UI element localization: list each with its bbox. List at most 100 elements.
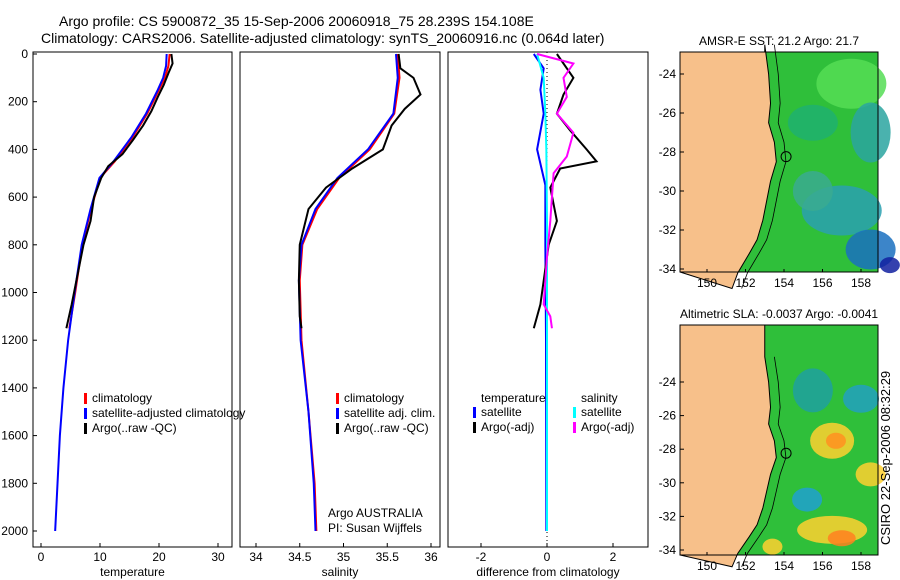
- legend-entry: climatology: [92, 391, 152, 405]
- series-line-temperature-argo-adj-: [532, 53, 599, 329]
- panel-frame: [447, 51, 649, 548]
- map-y-tick-label: -26: [659, 106, 677, 120]
- series-line-argo-raw-qc-: [297, 53, 422, 329]
- field-blob: [792, 487, 823, 512]
- legend-swatch: [336, 408, 339, 419]
- annotation-line-2: PI: Susan Wijffels: [328, 521, 422, 535]
- field-blob: [816, 58, 887, 109]
- profile-panel-0: 0 10 20 30 temperature: [32, 51, 233, 579]
- map-frame: [679, 51, 879, 273]
- x-axis-label: difference from climatology: [476, 565, 619, 579]
- y-tick-label: 600: [8, 190, 28, 204]
- y-tick-label: 1600: [1, 429, 28, 443]
- argo-location-marker: [780, 151, 792, 163]
- series-line-satellite-adj-clim-: [297, 53, 399, 532]
- legend-entry: satellite: [581, 405, 622, 419]
- legend-swatch: [473, 407, 476, 418]
- isobath-line: [741, 356, 787, 567]
- map-x-tick-label: 154: [774, 559, 794, 573]
- x-tick-label: 30: [211, 550, 225, 564]
- map-x-tick-label: 156: [812, 276, 832, 290]
- x-tick-label: 34: [249, 550, 263, 564]
- map-x-tick-label: 152: [735, 276, 755, 290]
- x-tick-label: 0: [544, 550, 551, 564]
- x-tick-label: 0: [38, 550, 45, 564]
- timestamp-label: CSIRO 22-Sep-2006 08:32:29: [878, 370, 893, 545]
- field-blob: [827, 530, 856, 547]
- legend-entry: Argo(..raw -QC): [344, 421, 429, 435]
- map-y-tick-label: -34: [659, 543, 677, 557]
- x-tick-label: 35.5: [376, 550, 400, 564]
- map-y-tick-label: -28: [659, 442, 677, 456]
- field-blob: [787, 104, 838, 141]
- x-tick-label: 35: [337, 550, 351, 564]
- legend-swatch: [84, 423, 87, 434]
- annotation-line-1: Argo AUSTRALIA: [328, 506, 423, 520]
- legend-swatch: [573, 407, 576, 418]
- field-blob: [792, 171, 833, 211]
- x-axis-label: salinity: [322, 565, 359, 579]
- field-blob: [792, 368, 833, 413]
- map-y-tick-label: -26: [659, 409, 677, 423]
- field-blob: [825, 432, 846, 449]
- legend-header-temperature: temperature: [481, 391, 546, 405]
- legend-entry: satellite adj. clim.: [344, 406, 435, 420]
- series-line-salinity-satellite: [536, 53, 548, 531]
- map-y-tick-label: -32: [659, 509, 677, 523]
- legend-header-salinity: salinity: [581, 391, 618, 405]
- y-tick-label: 1000: [1, 286, 28, 300]
- legend-swatch: [336, 393, 339, 404]
- legend-swatch: [84, 393, 87, 404]
- title-line-1: Argo profile: CS 5900872_35 15-Sep-2006 …: [59, 13, 534, 29]
- map-title: AMSR-E SST: 21.2 Argo: 21.7: [699, 34, 859, 48]
- series-line-satellite-adjusted-climatology: [54, 53, 168, 532]
- land-mass: [679, 44, 777, 290]
- land-mass: [679, 324, 777, 568]
- x-tick-label: 10: [93, 550, 107, 564]
- legend-entry: Argo(..raw -QC): [92, 421, 177, 435]
- map-y-tick-label: -28: [659, 145, 677, 159]
- y-tick-label: 0: [21, 47, 28, 61]
- field-blob: [850, 102, 891, 163]
- map-frame: [679, 324, 879, 556]
- map-panel-1: AMSR-E SST: 21.2 Argo: 21.7 150 152 154 156 1…: [659, 34, 900, 290]
- legend-swatch: [573, 422, 576, 433]
- map-x-tick-label: 150: [697, 559, 717, 573]
- panel-frame: [32, 51, 233, 548]
- field-blob: [762, 538, 783, 555]
- x-axis-label: temperature: [100, 565, 165, 579]
- map-x-tick-label: 150: [697, 276, 717, 290]
- series-line-salinity-argo-adj-: [536, 53, 576, 329]
- title-line-2: Climatology: CARS2006. Satellite-adjuste…: [41, 30, 605, 46]
- map-y-tick-label: -32: [659, 223, 677, 237]
- field-blob: [843, 384, 879, 413]
- field-blob: [879, 257, 900, 274]
- argo-location-marker: [780, 447, 792, 459]
- legend-swatch: [84, 408, 87, 419]
- x-tick-label: -2: [476, 550, 487, 564]
- map-y-tick-label: -30: [659, 476, 677, 490]
- y-tick-label: 1200: [1, 333, 28, 347]
- profile-panel-1: 34 34.5 35 35.5 36 salinity: [239, 51, 441, 579]
- y-tick-label: 1800: [1, 476, 28, 490]
- map-y-tick-label: -34: [659, 262, 677, 276]
- map-x-tick-label: 158: [851, 276, 871, 290]
- map-x-tick-label: 158: [851, 559, 871, 573]
- map-x-tick-label: 152: [735, 559, 755, 573]
- x-tick-label: 36: [424, 550, 438, 564]
- map-x-tick-label: 154: [774, 276, 794, 290]
- legend-swatch: [473, 422, 476, 433]
- x-tick-label: 34.5: [288, 550, 312, 564]
- y-tick-label: 2000: [1, 524, 28, 538]
- map-panel-2: Altimetric SLA: -0.0037 Argo: -0.0041 150…: [659, 307, 886, 573]
- map-title: Altimetric SLA: -0.0037 Argo: -0.0041: [680, 307, 878, 321]
- legend-entry: Argo(-adj): [481, 420, 534, 434]
- y-tick-label: 400: [8, 142, 28, 156]
- legend-entry: Argo(-adj): [581, 420, 634, 434]
- x-tick-label: 20: [152, 550, 166, 564]
- legend-entry: satellite: [481, 405, 522, 419]
- y-tick-label: 200: [8, 95, 28, 109]
